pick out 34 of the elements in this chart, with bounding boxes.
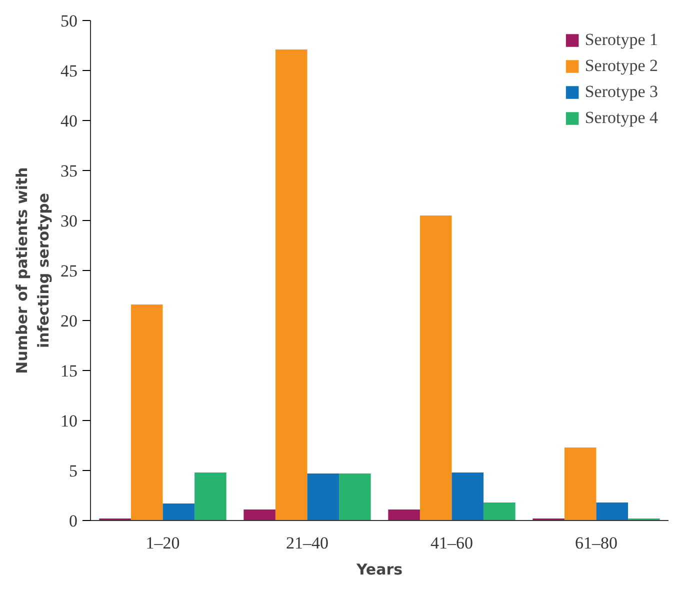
legend-label: Serotype 3	[584, 82, 658, 102]
y-tick-label: 0	[69, 512, 78, 530]
legend-label: Serotype 1	[584, 30, 658, 50]
x-tick-label: 61–80	[575, 534, 618, 552]
y-tick-label: 15	[60, 362, 78, 380]
bar	[162, 504, 195, 520]
legend-label: Serotype 2	[584, 56, 658, 76]
y-tick-label: 40	[60, 112, 78, 130]
bar	[244, 510, 276, 520]
bar	[484, 502, 516, 520]
bar	[596, 502, 628, 520]
x-tick-label: 41–60	[430, 534, 473, 552]
x-tick-label: 21–40	[286, 534, 328, 552]
y-tick-label: 30	[60, 212, 78, 230]
bar	[452, 472, 484, 520]
y-tick-label: 10	[60, 412, 78, 430]
x-tick-label: 1–20	[146, 534, 180, 552]
bar	[339, 474, 371, 520]
y-axis-title: Number of patients with infecting serotype	[12, 167, 52, 374]
y-tick-label: 25	[60, 262, 78, 280]
legend-label: Serotype 4	[584, 108, 658, 128]
bar	[388, 510, 420, 520]
y-tick-label: 45	[60, 62, 78, 80]
y-tick-label: 5	[69, 462, 78, 480]
bar	[564, 448, 596, 520]
y-tick-label: 20	[60, 312, 78, 330]
bar	[275, 50, 308, 520]
bar	[194, 472, 226, 520]
bar	[420, 216, 452, 520]
y-tick-label: 50	[60, 12, 78, 30]
bar	[130, 304, 163, 520]
bar	[307, 474, 340, 520]
y-tick-label: 35	[60, 162, 78, 180]
x-axis-title: Years	[355, 560, 403, 578]
